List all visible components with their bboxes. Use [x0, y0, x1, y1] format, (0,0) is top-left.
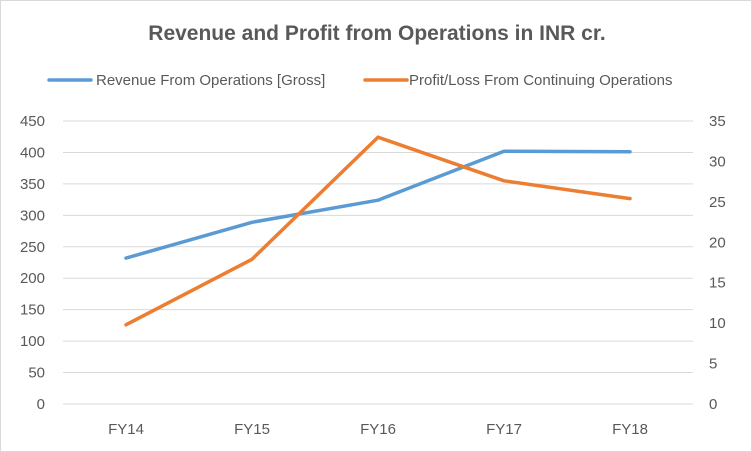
left-y-tick-label: 400	[20, 144, 45, 161]
right-y-tick-label: 30	[709, 153, 726, 170]
right-y-axis: 0 5 10 15 20 25 30 35	[709, 113, 726, 413]
left-y-tick-label: 100	[20, 333, 45, 350]
revenue-data-point	[629, 150, 632, 153]
revenue-data-point	[251, 221, 254, 224]
left-y-axis: 0 50 100 150 200 250 300 350 400 450	[20, 113, 45, 413]
right-y-tick-label: 20	[709, 234, 726, 251]
left-y-tick-label: 0	[37, 396, 45, 413]
series-line-profit	[124, 135, 632, 327]
left-y-tick-label: 450	[20, 113, 45, 130]
right-y-tick-label: 25	[709, 194, 726, 211]
x-tick-label: FY14	[108, 421, 144, 438]
x-axis: FY14 FY15 FY16 FY17 FY18	[108, 421, 648, 438]
left-y-tick-label: 250	[20, 239, 45, 256]
revenue-data-point	[377, 199, 380, 202]
left-y-tick-label: 50	[28, 365, 45, 382]
x-tick-label: FY15	[234, 421, 270, 438]
x-tick-label: FY18	[612, 421, 648, 438]
legend: Revenue From Operations [Gross] Profit/L…	[47, 72, 672, 89]
right-y-tick-label: 15	[709, 275, 726, 292]
gridlines	[63, 120, 693, 405]
series-line-revenue	[124, 149, 632, 260]
right-y-tick-label: 0	[709, 396, 717, 413]
left-y-tick-label: 150	[20, 302, 45, 319]
right-y-tick-label: 5	[709, 356, 717, 373]
profit-data-point	[503, 179, 506, 182]
left-y-tick-label: 300	[20, 207, 45, 224]
legend-label-revenue: Revenue From Operations [Gross]	[96, 72, 325, 89]
x-tick-label: FY17	[486, 421, 522, 438]
series-group	[124, 135, 632, 327]
chart-title: Revenue and Profit from Operations in IN…	[148, 22, 605, 45]
left-y-tick-label: 350	[20, 176, 45, 193]
profit-data-point	[125, 323, 128, 326]
x-tick-label: FY16	[360, 421, 396, 438]
revenue-data-point	[125, 257, 128, 260]
revenue-data-point	[503, 150, 506, 153]
right-y-tick-label: 10	[709, 315, 726, 332]
profit-data-point	[629, 197, 632, 200]
profit-data-point	[377, 136, 380, 139]
legend-label-profit: Profit/Loss From Continuing Operations	[409, 72, 672, 89]
profit-data-point	[251, 258, 254, 261]
right-y-tick-label: 35	[709, 113, 726, 130]
left-y-tick-label: 200	[20, 270, 45, 287]
